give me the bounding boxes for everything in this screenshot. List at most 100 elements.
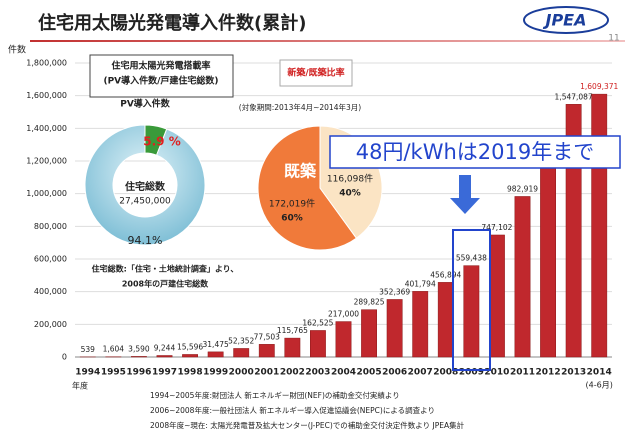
bar [412, 291, 429, 358]
center-value: 27,450,000 [119, 197, 171, 207]
donut-subtitle: PV導入件数 [120, 98, 171, 110]
count-label: 116,098件 [327, 173, 373, 185]
donut-title: (PV導入件数/戸建住宅総数) [103, 75, 218, 87]
value-label: 162,525 [302, 318, 333, 327]
bar [591, 93, 608, 358]
y-tick-label: 400,000 [34, 287, 67, 296]
value-label: 559,438 [456, 254, 487, 263]
footnote: 1994~2005年度:財団法人 新エネルギー財団(NEF)の補助金交付実績より [150, 390, 400, 400]
y-tick-label: 200,000 [34, 320, 67, 329]
center-label: 住宅総数 [125, 180, 166, 193]
highlight-box [452, 229, 491, 371]
value-label: 982,919 [507, 184, 538, 193]
donut-title: 住宅用太陽光発電搭載率 [111, 60, 210, 72]
logo: JPEA [543, 11, 587, 30]
y-tick-label: 1,000,000 [26, 189, 67, 198]
value-label: 1,547,087 [555, 92, 593, 101]
donut-note: 住宅総数:「住宅・土地統計調査」より、 [92, 264, 239, 274]
logo-ring [523, 6, 609, 34]
x-tick-label: 2001 [254, 368, 279, 378]
x-tick-label: 2013 [561, 368, 586, 378]
page-number: 11 [608, 34, 619, 44]
donut-label: 5.9 % [143, 135, 180, 149]
value-label: 1,609,371 [580, 82, 618, 91]
slice-name: 既築 [284, 162, 317, 181]
bar [182, 354, 198, 358]
value-label: 539 [81, 345, 96, 354]
value-label: 15,596 [177, 342, 203, 351]
x-tick-label: 1997 [152, 368, 177, 378]
bar [361, 309, 377, 358]
x-tick-label: 2014 [587, 368, 612, 378]
count-label: 172,019件 [269, 198, 315, 210]
bar [463, 265, 480, 358]
arrow [450, 175, 480, 214]
pie-subtitle: (対象期間:2013年4月~2014年3月) [239, 102, 361, 112]
donut-chart: 住宅用太陽光発電搭載率 (PV導入件数/戸建住宅総数) PV導入件数 5.9 % 94.… [84, 60, 239, 289]
x-tick-label: 1994 [75, 368, 100, 378]
x-tick-label: 2006 [382, 368, 407, 378]
bar [258, 344, 275, 358]
x-tick-label: 2008 [433, 368, 458, 378]
bar [284, 337, 301, 358]
bar [207, 351, 224, 358]
x-tick-label: 2002 [280, 368, 305, 378]
x-tick-label: 2004 [331, 368, 356, 378]
footnotes: 1994~2005年度:財団法人 新エネルギー財団(NEF)の補助金交付実績より… [150, 390, 465, 430]
y-tick-label: 1,800,000 [26, 59, 67, 68]
callout-box [329, 135, 621, 169]
x-tick-label: 1995 [101, 368, 126, 378]
value-label: 352,369 [379, 287, 410, 296]
value-label: 289,825 [354, 298, 385, 307]
value-label: 217,000 [328, 310, 359, 319]
x-tick-label: 2007 [408, 368, 433, 378]
x-tick-label: 2011 [510, 368, 535, 378]
x-tick-label: 1996 [126, 368, 151, 378]
footnote: 2006~2008年度:一般社団法人 新エネルギー導入促進協議会(NEPC)によ… [150, 405, 435, 415]
x-tick-label: 2012 [536, 368, 561, 378]
x-tick-label: 1998 [178, 368, 203, 378]
x-axis-label: 年度 [72, 381, 88, 391]
value-label: 115,765 [277, 326, 308, 335]
bar [310, 330, 326, 358]
footnote: 2008年度~現在: 太陽光発電普及拡大センター(J-PEC)での補助金交付決定… [150, 420, 465, 430]
x-tick-label: 1999 [203, 368, 228, 378]
y-tick-label: 600,000 [34, 255, 67, 264]
bar [131, 356, 147, 358]
value-label: 9,244 [154, 343, 176, 352]
pie-title: 新築/既築比率 [287, 67, 344, 79]
donut-slice [84, 124, 206, 246]
value-label: 3,590 [128, 344, 150, 353]
x-tick-label: 2010 [484, 368, 509, 378]
value-label: 77,503 [254, 332, 280, 341]
value-label: 401,794 [405, 279, 436, 288]
x-tick-label: 2000 [229, 368, 254, 378]
value-label: 60% [281, 214, 303, 224]
y-tick-label: 1,400,000 [26, 124, 67, 133]
pie-title-box [279, 59, 353, 87]
value-label: 747,102 [481, 223, 512, 232]
value-label: 456,894 [430, 270, 461, 279]
value-label: 31,475 [203, 340, 229, 349]
y-tick-label: 800,000 [34, 222, 67, 231]
x-tick-label: 2009 [459, 368, 484, 378]
bar [386, 299, 403, 358]
value-label: 52,352 [228, 336, 254, 345]
title-rule [30, 40, 625, 42]
x-tick-label: 2005 [357, 368, 382, 378]
x-tick-label: 2003 [305, 368, 330, 378]
callout: 48円/kWhは2019年まで [356, 140, 594, 164]
bar [514, 196, 531, 358]
donut-title-box [89, 54, 234, 98]
bar [489, 234, 505, 358]
donut-note: 2008年の戸建住宅総数 [122, 279, 209, 289]
bar [437, 282, 454, 358]
bar [156, 355, 173, 358]
title: 住宅用太陽光発電導入件数(累計) [38, 12, 306, 34]
y-tick-label: 1,200,000 [26, 157, 67, 166]
donut-label: 94.1% [128, 234, 163, 247]
bar [335, 321, 352, 358]
y-axis-label: 件数 [8, 44, 26, 56]
pie-slice [257, 125, 358, 251]
